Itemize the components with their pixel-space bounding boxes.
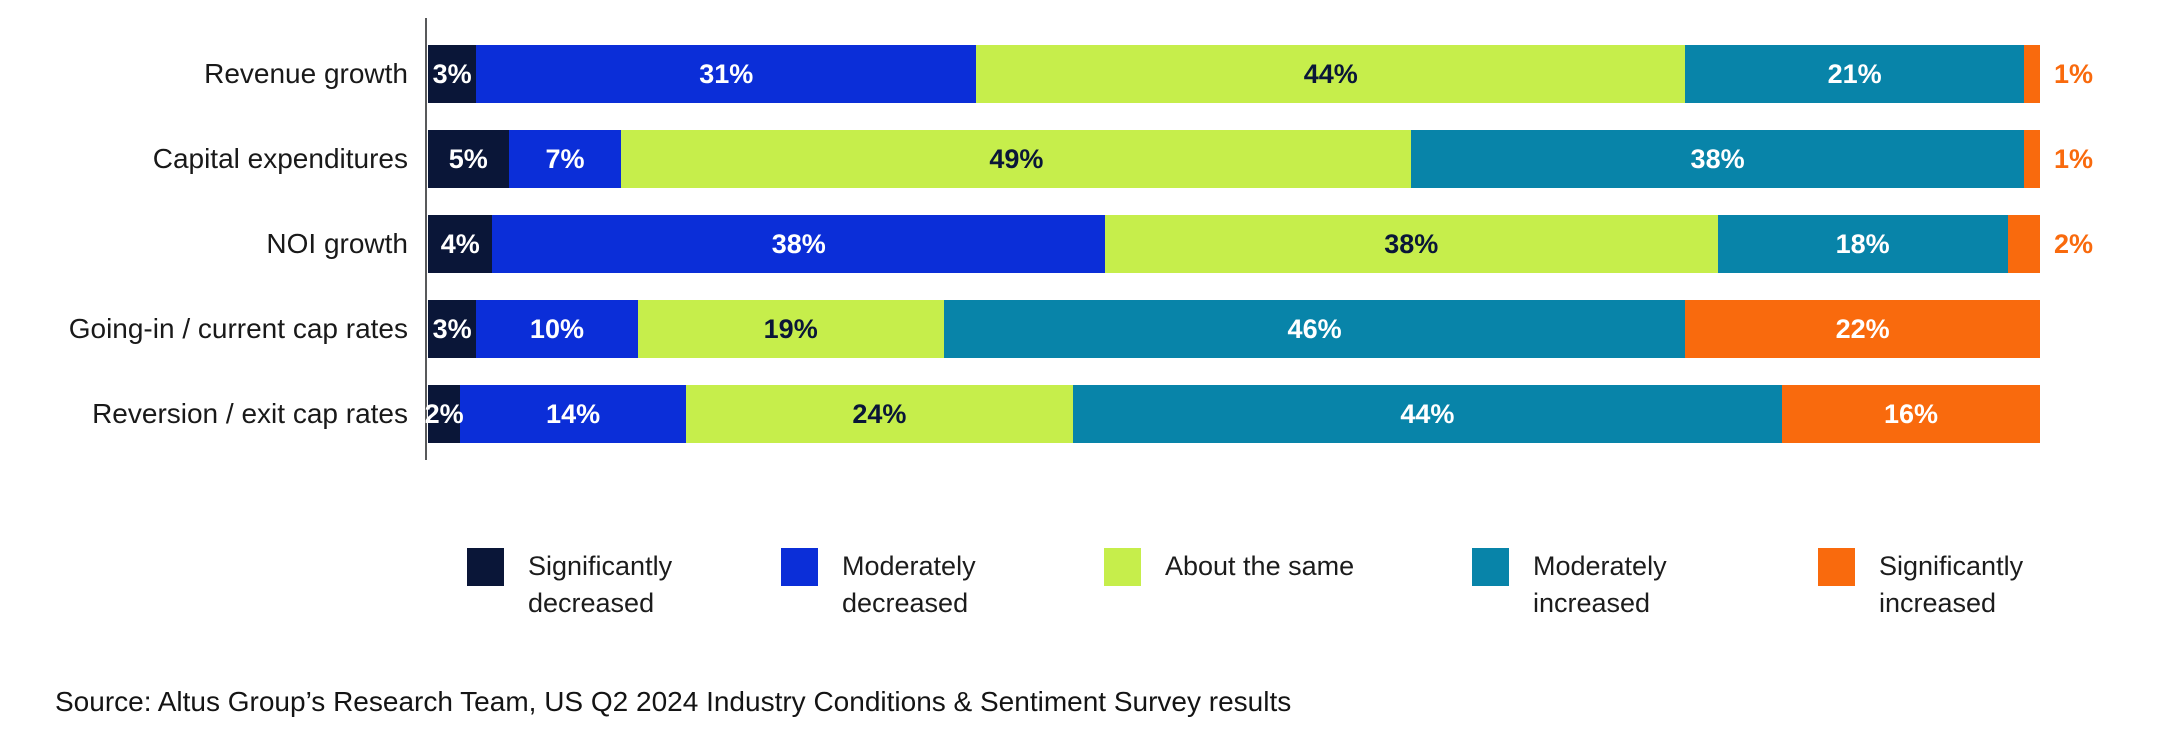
bar-segment-moderately-decreased: 10% (476, 300, 638, 358)
bar-segment-moderately-increased: 46% (943, 300, 1686, 358)
bar-segment-moderately-increased: 18% (1717, 215, 2008, 273)
legend-label: Significantly decreased (528, 551, 673, 618)
bar-segment-about-the-same: 19% (637, 300, 944, 358)
bar-track: 2% 14% 24% 44% 16% (425, 385, 2040, 443)
bar-segment-moderately-decreased: 31% (476, 45, 977, 103)
segment-value-label: 19% (763, 313, 818, 344)
segment-value-label: 38% (1384, 228, 1439, 259)
bar-segment-significantly-increased (2023, 45, 2040, 103)
category-label: Reversion / exit cap rates (92, 398, 408, 429)
bar-track: 3% 10% 19% 46% 22% (428, 300, 2040, 358)
bar-segment-moderately-increased: 21% (1685, 45, 2024, 103)
segment-value-label-outside: 1% (2054, 59, 2094, 89)
segment-value-label: 18% (1835, 228, 1890, 259)
legend-swatch (1472, 548, 1509, 586)
bar-track: 4% 38% 38% 18% 2% (428, 215, 2093, 273)
category-label: Capital expenditures (152, 143, 408, 174)
bar-segment-about-the-same: 38% (1105, 215, 1718, 273)
segment-value-label-outside: 2% (2054, 229, 2094, 259)
segment-value-label: 21% (1827, 58, 1882, 89)
bar-segment-significantly-decreased: 3% (428, 300, 477, 358)
source-note: Source: Altus Group’s Research Team, US … (55, 686, 1292, 717)
segment-value-label: 46% (1287, 313, 1342, 344)
chart-legend: Significantly decreased Moderately decrease… (0, 548, 2157, 638)
legend-swatch (781, 548, 818, 586)
bar-segment-significantly-decreased: 4% (428, 215, 493, 273)
bar-segment-moderately-decreased: 38% (492, 215, 1106, 273)
legend-swatch (1818, 548, 1855, 586)
legend-label: Moderately increased (1533, 551, 1667, 618)
segment-value-label: 16% (1883, 398, 1939, 429)
segment-value-label: 10% (529, 313, 584, 344)
bar-row: Revenue growth 3% 31% 44% 21% 1% (0, 45, 2157, 103)
segment-value-label: 24% (852, 398, 907, 429)
bar-track: 5% 7% 49% 38% 1% (428, 130, 2093, 188)
bar-segment-about-the-same: 44% (976, 45, 1686, 103)
segment-value-label: 31% (699, 58, 754, 89)
legend-item-significantly-decreased: Significantly decreased (467, 548, 672, 622)
bar-segment-moderately-decreased: 7% (508, 130, 622, 188)
segment-value-label: 44% (1400, 398, 1455, 429)
segment-value-label: 38% (1690, 143, 1745, 174)
bar-row: NOI growth 4% 38% 38% 18% 2% (0, 215, 2157, 273)
segment-value-label: 3% (432, 313, 472, 344)
bar-segment-significantly-decreased: 5% (428, 130, 509, 188)
segment-value-label: 22% (1835, 313, 1890, 344)
legend-label: Significantly increased (1879, 551, 2024, 618)
segment-value-label: 2% (424, 398, 464, 429)
bar-segment-significantly-increased (2023, 130, 2040, 188)
bar-row: Reversion / exit cap rates 2% 14% 24% 44% 16% (0, 385, 2157, 443)
bar-row: Going-in / current cap rates 3% 10% 19% 46% 2… (0, 300, 2157, 358)
segment-value-label: 3% (432, 58, 472, 89)
bar-segment-moderately-decreased: 14% (460, 385, 686, 443)
bar-track: 3% 31% 44% 21% 1% (428, 45, 2093, 103)
legend-label: About the same (1165, 551, 1355, 581)
segment-value-label: 44% (1303, 58, 1358, 89)
legend-swatch (467, 548, 504, 586)
bar-segment-significantly-decreased: 3% (428, 45, 477, 103)
bar-row: Capital expenditures 5% 7% 49% 38% 1% (0, 130, 2157, 188)
legend-swatch (1104, 548, 1141, 586)
segment-value-label: 49% (989, 143, 1044, 174)
bar-segment-significantly-increased (2007, 215, 2040, 273)
legend-item-moderately-decreased: Moderately decreased (781, 548, 976, 622)
bar-segment-about-the-same: 49% (621, 130, 1412, 188)
segment-value-label: 38% (771, 228, 826, 259)
category-label: Revenue growth (204, 58, 408, 89)
bar-segment-moderately-increased: 44% (1072, 385, 1783, 443)
bar-segment-significantly-decreased: 2% (425, 385, 464, 443)
y-axis-line (425, 18, 427, 460)
segment-value-label: 14% (546, 398, 601, 429)
category-label: Going-in / current cap rates (68, 313, 408, 344)
legend-item-significantly-increased: Significantly increased (1818, 548, 2023, 622)
bar-segment-about-the-same: 24% (685, 385, 1073, 443)
segment-value-label: 5% (448, 143, 488, 174)
legend-item-about-the-same: About the same (1104, 548, 1354, 586)
legend-item-moderately-increased: Moderately increased (1472, 548, 1667, 622)
bar-segment-moderately-increased: 38% (1411, 130, 2024, 188)
bar-segment-significantly-increased: 16% (1782, 385, 2040, 443)
bar-segment-significantly-increased: 22% (1685, 300, 2040, 358)
category-label: NOI growth (266, 228, 408, 259)
legend-label: Moderately decreased (842, 551, 976, 618)
segment-value-label: 4% (440, 228, 480, 259)
segment-value-label: 7% (545, 143, 585, 174)
segment-value-label-outside: 1% (2054, 144, 2094, 174)
